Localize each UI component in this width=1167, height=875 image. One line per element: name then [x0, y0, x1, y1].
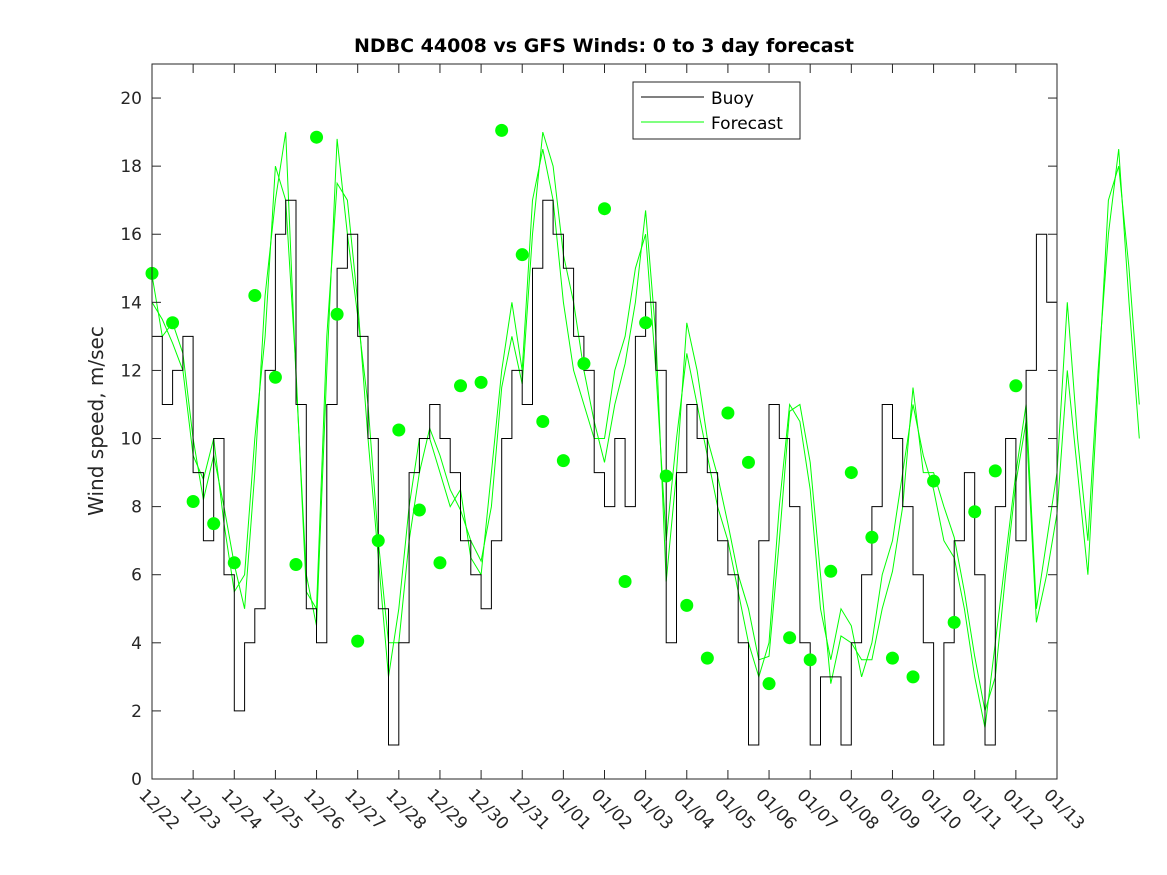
analysis-point: [186, 495, 200, 509]
analysis-point: [310, 130, 324, 144]
analysis-point: [783, 631, 797, 645]
x-tick-label: 12/30: [464, 785, 513, 834]
analysis-point: [988, 464, 1002, 478]
analysis-point: [454, 379, 468, 393]
analysis-point: [639, 316, 653, 330]
y-tick-label: 8: [131, 498, 142, 518]
y-tick-label: 16: [120, 225, 142, 245]
analysis-point: [248, 289, 262, 303]
analysis-point: [166, 316, 180, 330]
x-tick-label: 12/25: [258, 785, 307, 834]
analysis-point: [556, 454, 570, 468]
analysis-point: [844, 466, 858, 480]
analysis-point: [207, 517, 221, 531]
x-tick-label: 12/24: [217, 785, 266, 834]
x-tick-label: 12/26: [299, 785, 348, 834]
x-tick-label: 12/27: [340, 785, 389, 834]
x-tick-label: 01/07: [793, 785, 842, 834]
x-tick-label: 01/09: [875, 785, 924, 834]
y-tick-label: 6: [131, 566, 142, 586]
buoy-line: [152, 199, 1058, 746]
analysis-point: [495, 123, 509, 137]
x-tick-label: 01/11: [957, 785, 1006, 834]
analysis-point: [885, 651, 899, 665]
chart-title: NDBC 44008 vs GFS Winds: 0 to 3 day fore…: [354, 35, 854, 57]
analysis-point: [392, 423, 406, 437]
x-tick-label: 01/02: [587, 785, 636, 834]
x-tick-label: 12/23: [176, 785, 225, 834]
analysis-point: [927, 474, 941, 488]
y-axis-label: Wind speed, m/sec: [84, 326, 108, 516]
analysis-point: [680, 598, 694, 612]
analysis-point: [947, 615, 961, 629]
analysis-point: [618, 575, 632, 589]
legend-label-buoy: Buoy: [711, 89, 754, 109]
legend-label-forecast: Forecast: [711, 114, 783, 134]
y-tick-label: 0: [131, 770, 142, 790]
x-tick-label: 01/01: [546, 785, 595, 834]
analysis-point: [412, 503, 426, 517]
x-tick-label: 01/03: [628, 785, 677, 834]
analysis-point: [330, 307, 344, 321]
analysis-point: [536, 415, 550, 428]
x-tick-label: 12/31: [505, 785, 554, 834]
analysis-point: [824, 564, 838, 578]
series-layer: [145, 123, 1140, 746]
analysis-point: [371, 534, 385, 548]
analysis-point: [433, 556, 447, 570]
analysis-point: [741, 455, 755, 469]
analysis-point: [474, 375, 488, 389]
y-tick-label: 20: [120, 89, 142, 109]
analysis-point: [659, 469, 673, 483]
analysis-point: [598, 202, 611, 216]
y-tick-label: 12: [120, 361, 142, 381]
y-tick-label: 18: [120, 157, 142, 177]
analysis-point: [1009, 379, 1023, 393]
analysis-point: [906, 670, 920, 684]
plot-area: [152, 64, 1057, 779]
x-tick-label: 12/28: [381, 785, 430, 834]
analysis-point: [351, 634, 365, 648]
analysis-point: [515, 248, 529, 262]
x-tick-label: 01/13: [1039, 785, 1088, 834]
x-tick-label: 01/08: [834, 785, 883, 834]
x-tick-label: 01/04: [669, 785, 718, 834]
x-tick-label: 12/22: [134, 785, 183, 834]
analysis-point: [968, 505, 982, 519]
x-tick-label: 01/12: [998, 785, 1047, 834]
analysis-point: [700, 651, 714, 665]
analysis-point: [865, 530, 879, 544]
y-tick-label: 2: [131, 702, 142, 722]
x-tick-label: 01/06: [752, 785, 801, 834]
y-tick-label: 14: [120, 293, 142, 313]
analysis-point: [268, 370, 282, 384]
analysis-point: [721, 406, 735, 420]
x-tick-label: 01/10: [916, 785, 965, 834]
analysis-point: [289, 558, 303, 571]
legend-box: [632, 81, 801, 140]
x-tick-label: 01/05: [710, 785, 759, 834]
analysis-point: [803, 653, 817, 667]
analysis-point: [227, 556, 241, 570]
analysis-point: [577, 357, 591, 371]
legend: Buoy Forecast: [632, 81, 801, 140]
analysis-point: [762, 677, 776, 691]
y-tick-label: 4: [131, 634, 142, 654]
x-tick-label: 12/29: [422, 785, 471, 834]
y-tick-label: 10: [120, 430, 142, 450]
